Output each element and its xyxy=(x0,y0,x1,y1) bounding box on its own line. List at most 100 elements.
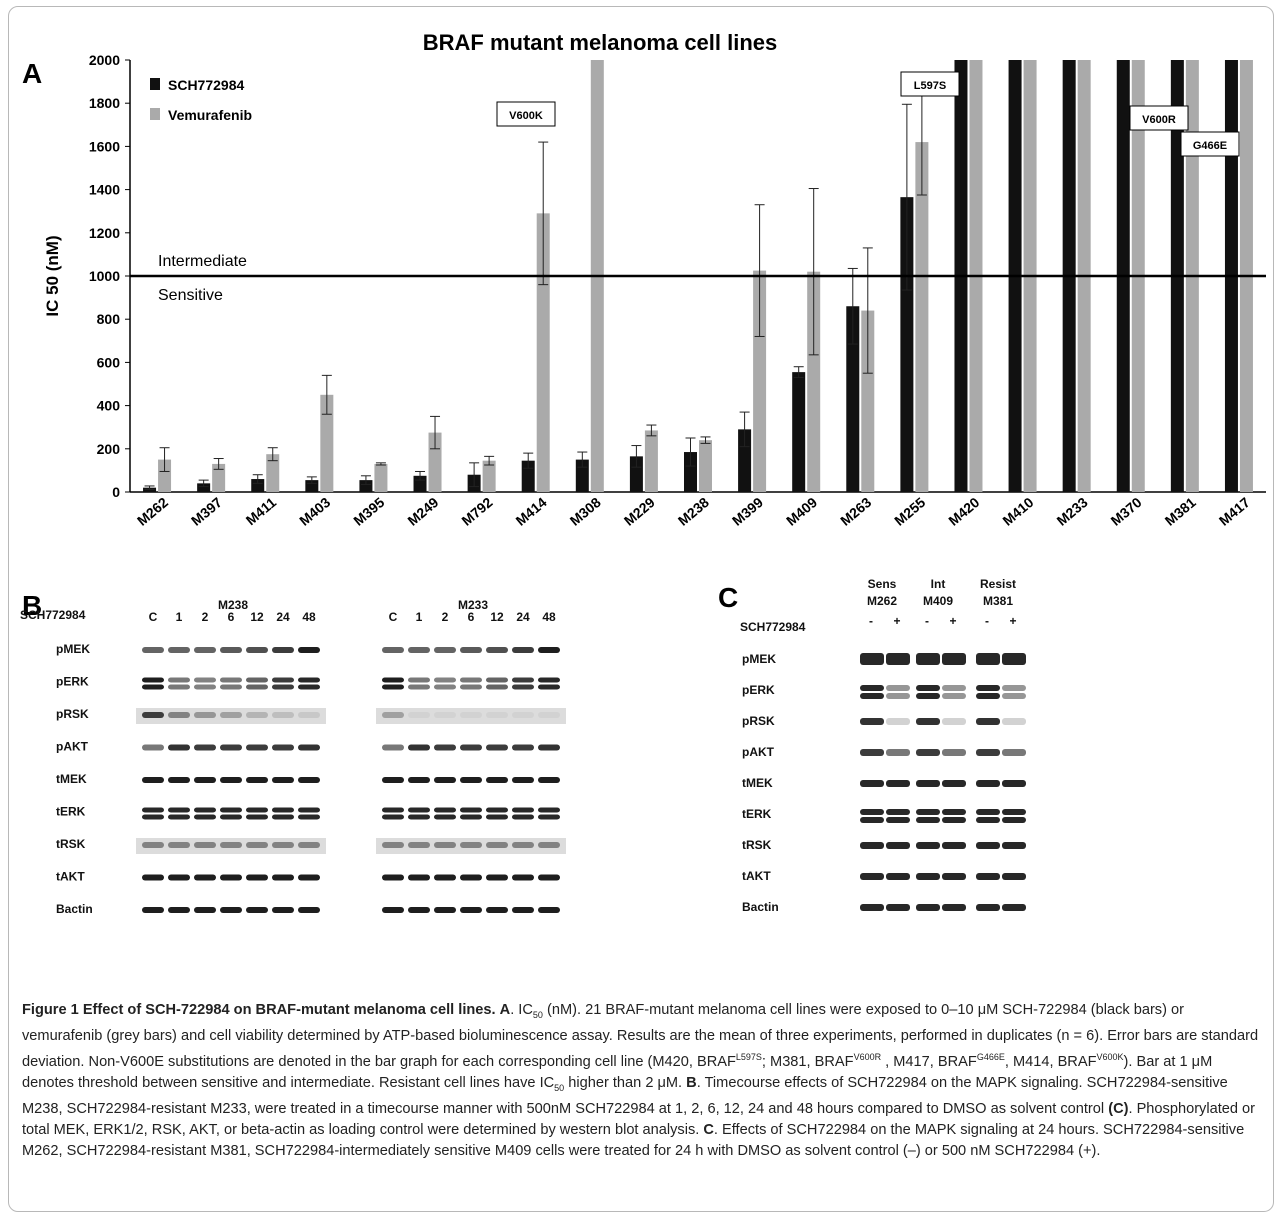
y-tick-label: 1400 xyxy=(89,182,120,198)
blot-band xyxy=(460,814,482,820)
blot-band xyxy=(168,907,190,913)
blot-band xyxy=(382,907,404,913)
blot-band xyxy=(460,874,482,881)
blot-band xyxy=(1002,904,1026,911)
blot-band xyxy=(538,744,560,751)
blot-band xyxy=(976,904,1000,911)
blot-band xyxy=(538,814,560,820)
caption-text: higher than 2 μM. xyxy=(564,1074,687,1091)
blot-band xyxy=(942,693,966,699)
blot-band xyxy=(382,647,404,653)
blot-band xyxy=(486,842,508,848)
blot-band xyxy=(168,677,190,683)
blot-band xyxy=(194,744,216,751)
annotation-box xyxy=(1129,105,1189,131)
ic50-bar-chart: BRAF mutant melanoma cell lines 0 200 400 60… xyxy=(43,30,1266,529)
blot-band xyxy=(538,684,560,690)
blot-band xyxy=(886,904,910,911)
blot-band xyxy=(486,807,508,813)
blot-band xyxy=(408,907,430,913)
blot-band xyxy=(976,809,1000,815)
blot-band xyxy=(194,777,216,783)
lane-label: 2 xyxy=(202,610,209,624)
lane-label: 1 xyxy=(416,610,423,624)
blot-band xyxy=(434,777,456,783)
blot-band xyxy=(298,677,320,683)
caption-text: . Effects of SCH722984 on the MAPK signa… xyxy=(22,1121,1245,1159)
bar-sch772984-m395 xyxy=(359,480,373,492)
blot-row-label: pERK xyxy=(56,675,89,689)
lane-label: 24 xyxy=(516,610,530,624)
y-tick-label: 600 xyxy=(97,354,121,370)
blot-band xyxy=(942,780,966,787)
legend-swatch xyxy=(150,78,160,90)
blot-band xyxy=(916,653,940,665)
blot-band xyxy=(942,842,966,849)
blot-band xyxy=(538,874,560,881)
blot-group-name: M238 xyxy=(218,598,248,612)
blot-band xyxy=(538,677,560,683)
blot-band xyxy=(512,777,534,783)
blot-band xyxy=(434,807,456,813)
blot-band xyxy=(142,677,164,683)
blot-band xyxy=(434,677,456,683)
bar-vemurafenib-m409 xyxy=(807,271,821,492)
caption-sup: G466E xyxy=(976,1051,1005,1062)
caption-c-label: C xyxy=(703,1121,714,1138)
x-tick-label: M370 xyxy=(1108,494,1145,529)
blot-band xyxy=(886,842,910,849)
blot-row-label: tERK xyxy=(742,807,772,821)
x-tick-label: M263 xyxy=(837,494,874,529)
blot-row-label: pAKT xyxy=(56,740,89,754)
caption-text: ). Bar at 1 μM denotes threshold between… xyxy=(22,1053,1213,1091)
blot-band xyxy=(246,712,268,718)
blot-band xyxy=(460,777,482,783)
blot-band xyxy=(434,842,456,848)
blot-band xyxy=(142,874,164,881)
blot-band xyxy=(1002,693,1026,699)
blot-band xyxy=(860,780,884,787)
blot-band xyxy=(886,685,910,691)
blot-group-line2: M409 xyxy=(923,594,953,608)
blot-band xyxy=(976,749,1000,756)
blot-row-label: pMEK xyxy=(56,642,90,656)
blot-band xyxy=(220,677,242,683)
blot-band xyxy=(886,653,910,665)
blot-band xyxy=(408,814,430,820)
blot-band xyxy=(194,684,216,690)
caption-text: , M414, BRAF xyxy=(1004,1053,1097,1070)
caption-sub: 50 xyxy=(554,1082,565,1093)
blot-band xyxy=(246,814,268,820)
blot-band xyxy=(512,744,534,751)
caption-text: (nM). 21 BRAF-mutant melanoma cell lines… xyxy=(22,1002,1259,1070)
blot-band xyxy=(860,718,884,725)
blot-band xyxy=(382,684,404,690)
bar-vemurafenib-m249 xyxy=(428,432,442,492)
bar-sch772984-m409 xyxy=(792,372,806,492)
blot-band xyxy=(220,712,242,718)
blot-band xyxy=(434,712,456,718)
blot-band xyxy=(486,814,508,820)
blot-band xyxy=(272,712,294,718)
lane-label: 48 xyxy=(302,610,316,624)
caption-sup: V600R xyxy=(853,1051,882,1062)
blot-band xyxy=(194,874,216,881)
lane-label: 2 xyxy=(442,610,449,624)
caption-a-label: A xyxy=(499,1002,511,1018)
lane-label: 12 xyxy=(490,610,504,624)
y-tick-label: 1000 xyxy=(89,268,120,284)
blot-band xyxy=(272,677,294,683)
x-tick-label: M399 xyxy=(729,494,766,529)
blot-band xyxy=(860,693,884,699)
blot-band xyxy=(408,647,430,653)
x-tick-label: M308 xyxy=(567,494,604,529)
blot-band xyxy=(142,814,164,820)
blot-band xyxy=(408,777,430,783)
bar-sch772984-m238 xyxy=(684,452,697,492)
blot-band xyxy=(916,904,940,911)
blot-band xyxy=(460,907,482,913)
blot-band xyxy=(142,684,164,690)
chart-title: BRAF mutant melanoma cell lines xyxy=(423,30,778,55)
blot-band xyxy=(860,685,884,691)
blot-band xyxy=(860,653,884,665)
